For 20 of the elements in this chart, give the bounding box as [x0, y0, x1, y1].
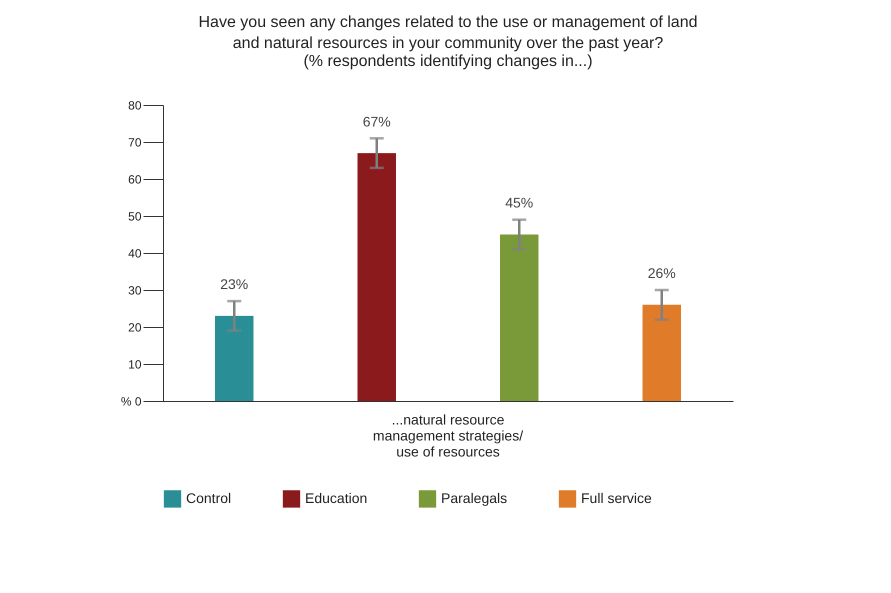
data-label: 23% [220, 276, 248, 292]
data-label: 67% [362, 113, 391, 130]
chart-subtitle: (% respondents identifying changes in...) [303, 53, 593, 70]
x-tick-label: ...natural resource management strategies/ use of resources [372, 412, 524, 460]
data-label: 26% [648, 265, 676, 281]
y-tick-label: 80 [128, 98, 142, 112]
y-tick-label: 60 [128, 172, 142, 186]
legend-label: Full service [581, 490, 652, 506]
chart-title: Have you seen any changes related to the use or management of land and natural resources in your community over the past year? [198, 14, 698, 52]
y-tick-label: 70 [128, 136, 142, 150]
y-tick-label: 50 [128, 210, 142, 224]
y-tick-label: 20 [128, 320, 142, 334]
legend-label: Control [186, 490, 232, 506]
y-tick-label: 30 [128, 284, 142, 298]
legend-label: Education [305, 490, 368, 506]
data-label: 45% [505, 194, 534, 211]
y-tick-label: % 0 [120, 394, 142, 408]
y-tick-label: 10 [128, 358, 142, 372]
y-tick-label: 40 [128, 246, 142, 260]
legend-label: Paralegals [441, 490, 508, 506]
